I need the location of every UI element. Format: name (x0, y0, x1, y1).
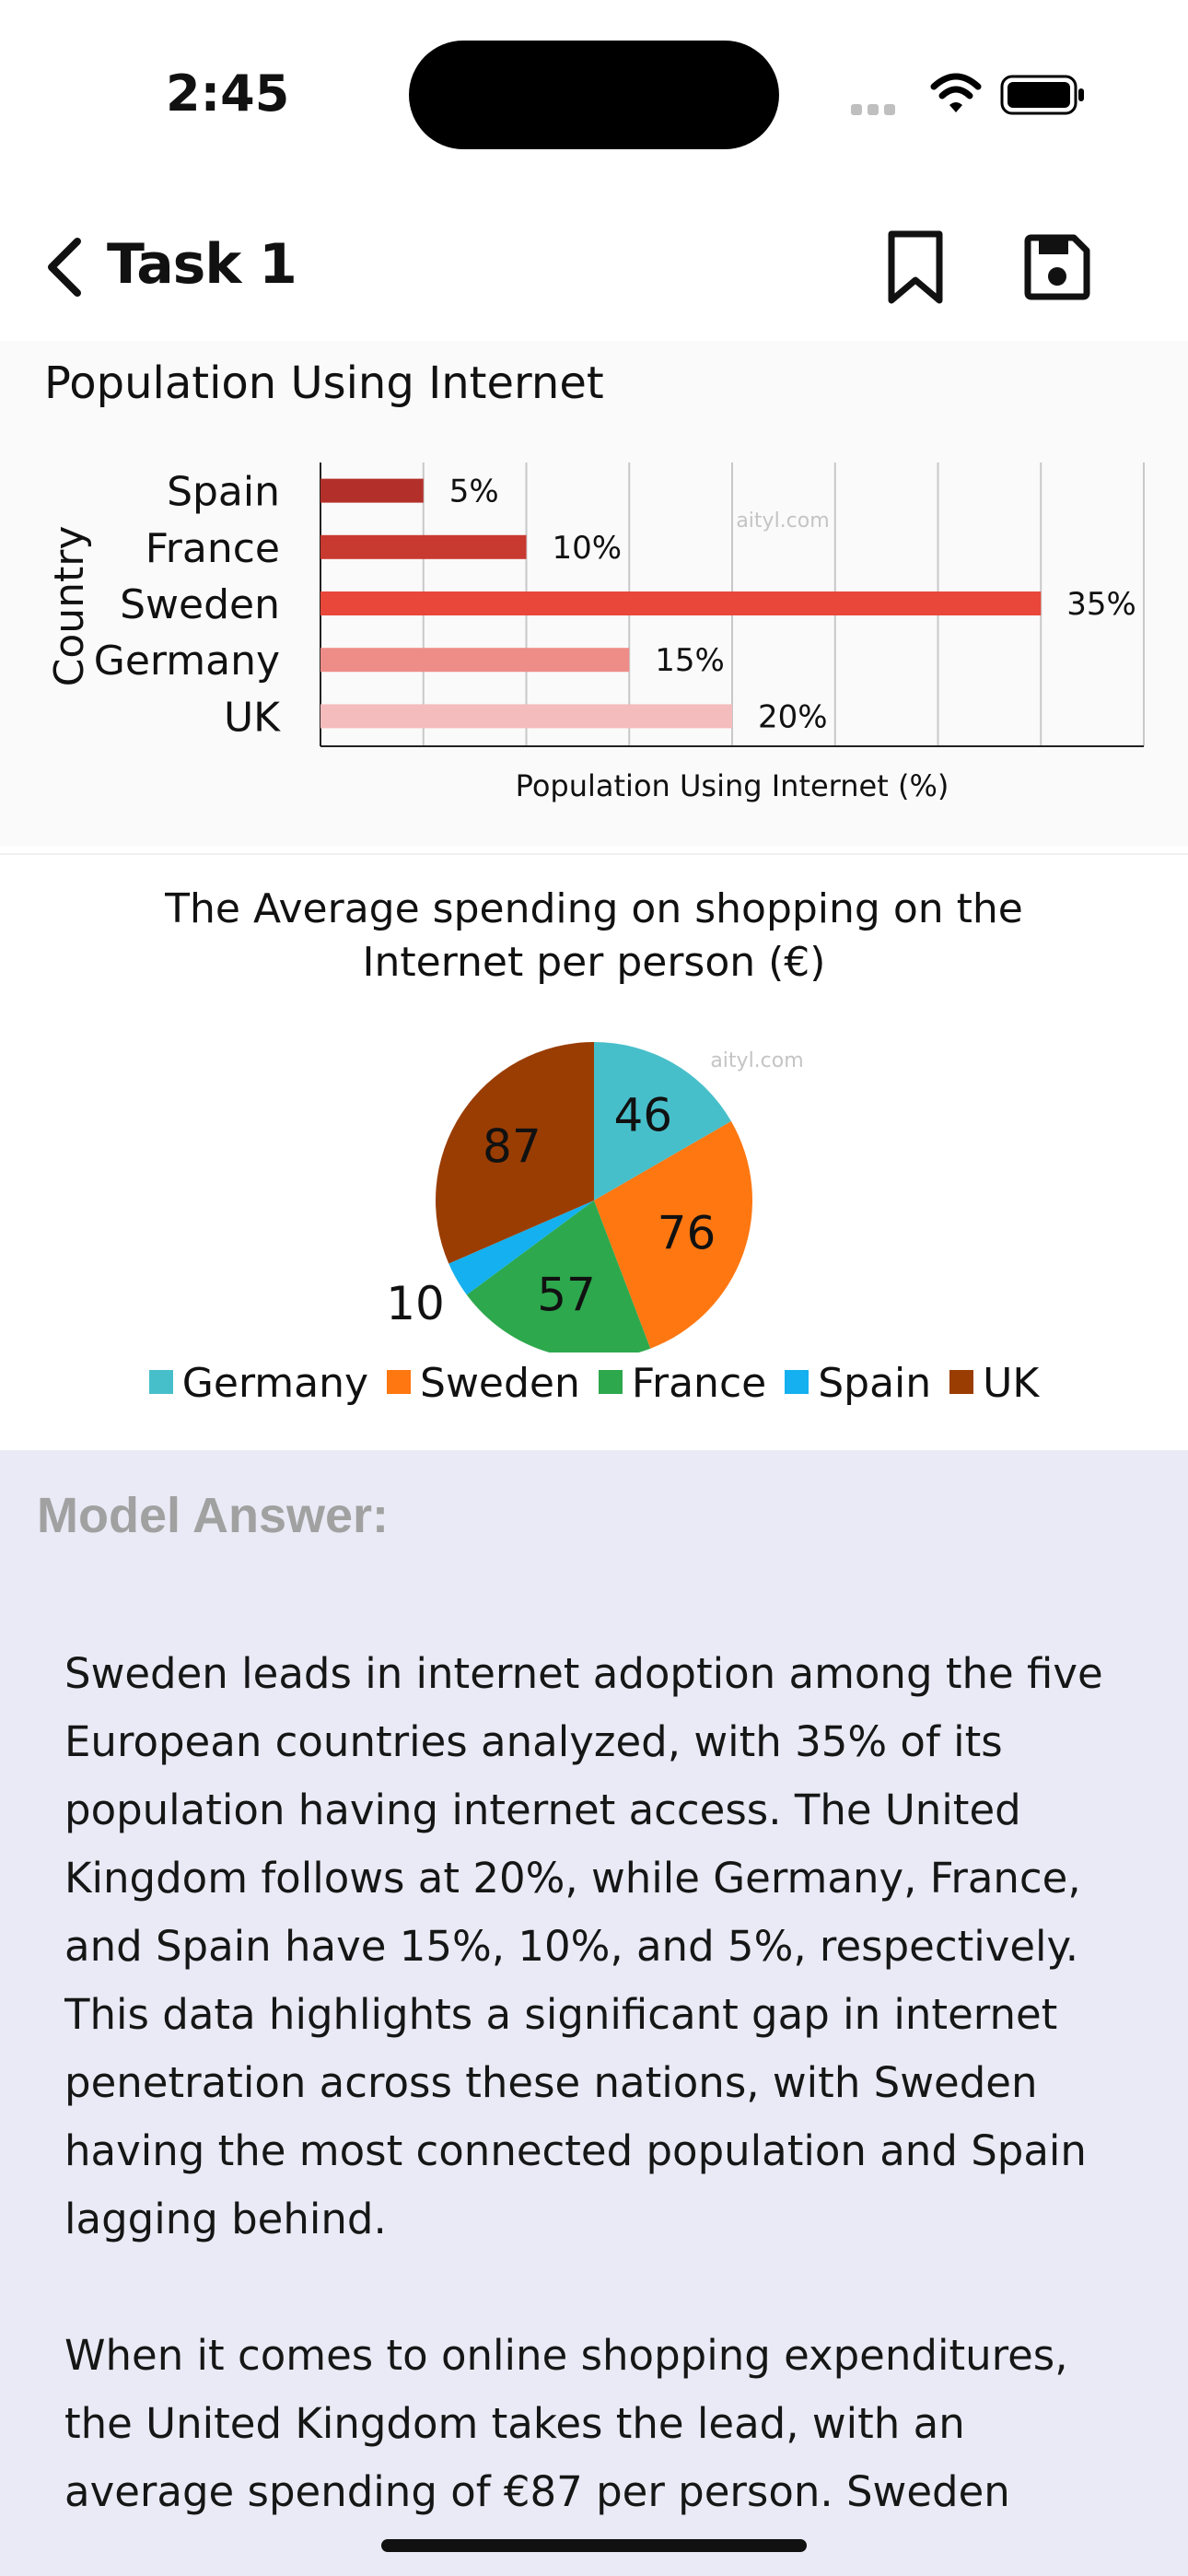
data-label: 20% (758, 698, 828, 735)
legend-item-germany: Germany (148, 1360, 369, 1407)
legend-swatch (785, 1370, 809, 1394)
slice-value-label: 10 (386, 1277, 445, 1330)
shopping-spending-chart: The Average spending on shopping on the … (0, 855, 1188, 1450)
status-bar: 2:45 (0, 0, 1188, 175)
model-answer-panel: Model Answer: Sweden leads in internet a… (0, 1450, 1188, 2576)
section-divider (0, 853, 1188, 855)
slice-value-label: 46 (614, 1089, 673, 1142)
legend-swatch (949, 1370, 974, 1394)
legend-item-sweden: Sweden (387, 1360, 580, 1407)
nav-bar: Task 1 (0, 221, 1188, 322)
pie-slice-germany (594, 1042, 731, 1200)
bar-chart-canvas: aityl.com Spain 5% France 10% Sweden 35% German… (46, 463, 1145, 803)
bar-france (320, 534, 527, 559)
slice-value-label: 87 (483, 1120, 542, 1174)
legend-swatch (148, 1370, 173, 1394)
back-chevron-icon[interactable] (41, 234, 92, 300)
legend-label: France (631, 1360, 767, 1407)
pie-legend: Germany Sweden France Spain UK (0, 1360, 1188, 1407)
model-answer-text: Sweden leads in internet adoption among … (64, 1640, 1133, 2561)
home-indicator (381, 2539, 807, 2552)
pie-slice-sweden (594, 1121, 752, 1349)
legend-label: Sweden (420, 1360, 580, 1407)
category-label: France (146, 525, 280, 572)
legend-item-france: France (598, 1360, 767, 1407)
y-axis-title: Country (46, 526, 93, 687)
model-answer-title: Model Answer: (37, 1488, 390, 1543)
category-label: Germany (94, 638, 280, 685)
wifi-icon (930, 73, 982, 112)
legend-item-uk: UK (949, 1360, 1039, 1407)
bar-sweden (320, 591, 1042, 615)
internet-usage-chart: Population Using Internet aityl.com Spain… (0, 341, 1188, 846)
answer-paragraph: When it comes to online shopping expendi… (64, 2331, 1068, 2516)
pie-chart-canvas: 46 76 57 10 87 aityl.com (386, 1042, 804, 1352)
x-axis-title: Population Using Internet (%) (516, 768, 949, 803)
slice-value-label: 76 (658, 1207, 716, 1260)
bar-uk (320, 704, 732, 729)
pie-slice-spain (448, 1200, 594, 1295)
answer-paragraph: Sweden leads in internet adoption among … (64, 1649, 1103, 2243)
legend-item-spain: Spain (785, 1360, 931, 1407)
page-title: Task 1 (107, 232, 297, 297)
legend-label: Germany (181, 1360, 369, 1407)
pie-slice-france (466, 1200, 651, 1352)
category-label: Spain (167, 469, 280, 516)
watermark: aityl.com (736, 509, 829, 533)
status-time: 2:45 (166, 64, 290, 123)
pie-slice-uk (435, 1042, 594, 1264)
bar-germany (320, 648, 630, 673)
watermark: aityl.com (710, 1049, 803, 1072)
category-label: UK (224, 694, 281, 741)
cellular-signal-icon (851, 103, 912, 116)
data-label: 10% (553, 530, 623, 567)
data-label: 35% (1066, 586, 1136, 623)
data-label: 5% (449, 474, 499, 510)
dynamic-island (409, 41, 779, 149)
legend-label: Spain (818, 1360, 932, 1407)
legend-swatch (598, 1370, 623, 1394)
chart-heading: Population Using Internet (44, 357, 604, 409)
legend-swatch (387, 1370, 412, 1394)
slice-value-label: 57 (537, 1268, 596, 1321)
legend-label: UK (983, 1360, 1040, 1407)
category-label: Sweden (120, 581, 280, 628)
pie-chart-title: The Average spending on shopping on the … (165, 885, 1023, 986)
battery-icon (1000, 75, 1084, 115)
data-label: 15% (655, 642, 725, 679)
bookmark-icon[interactable] (886, 230, 945, 304)
bar-spain (320, 478, 424, 503)
save-icon[interactable] (1022, 232, 1092, 302)
